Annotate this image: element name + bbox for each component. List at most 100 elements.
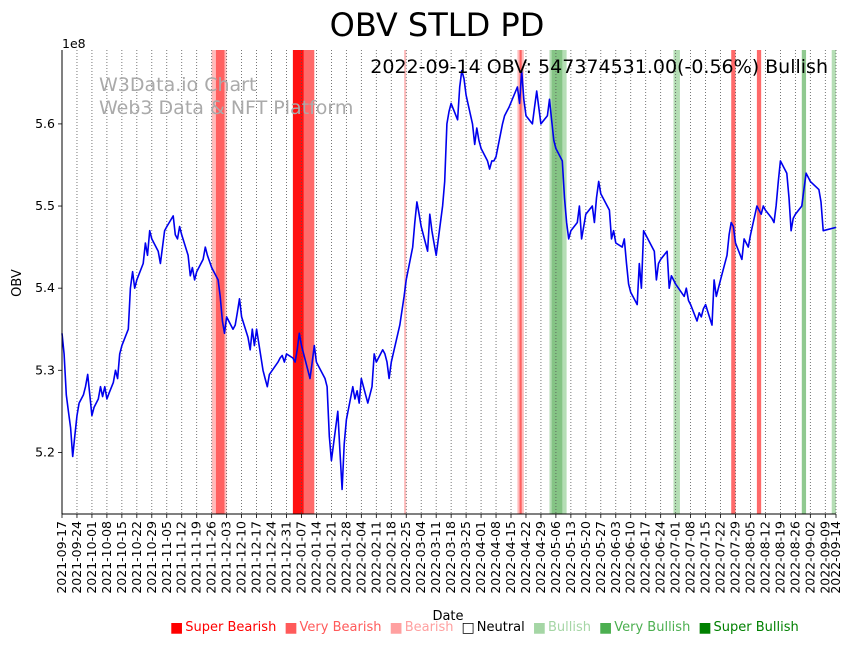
x-tick-label: 2021-11-26 — [204, 521, 219, 594]
x-tick-label: 2022-09-09 — [817, 521, 832, 594]
x-tick-label: 2022-09-14 — [828, 521, 843, 594]
x-tick-label: 2021-12-31 — [279, 521, 294, 594]
x-tick-label: 2022-08-12 — [757, 521, 772, 594]
x-tick-label: 2022-02-04 — [353, 521, 368, 594]
legend-label: Bearish — [404, 620, 454, 635]
x-tick-label: 2021-11-19 — [189, 521, 204, 594]
legend: ■ Super Bearish ■ Very Bearish ■ Bearish □ Neut… — [170, 620, 807, 635]
x-tick-label: 2022-06-17 — [638, 521, 653, 594]
region-super-bearish — [292, 50, 304, 514]
legend-label: Very Bullish — [614, 620, 691, 635]
x-tick-label: 2022-09-02 — [802, 521, 817, 594]
y-tick-label: 5.4 — [35, 280, 55, 295]
x-axis-label: Date — [432, 609, 463, 624]
y-tick-label: 5.6 — [35, 116, 55, 131]
region-very-bearish — [731, 50, 736, 514]
y-tick-label: 5.2 — [35, 444, 55, 459]
legend-item: ■ Super Bearish — [170, 620, 276, 635]
x-tick-label: 2021-12-03 — [219, 521, 234, 594]
chart-subtitle: 2022-09-14 OBV: 547374531.00(-0.56%) Bul… — [370, 56, 828, 78]
x-tick-label: 2022-04-15 — [503, 521, 518, 594]
y-tick-label: 5.5 — [35, 198, 55, 213]
obv-line — [61, 69, 837, 491]
region-very-bearish — [215, 50, 225, 514]
legend-item: ■ Very Bullish — [599, 620, 690, 635]
x-tick-label: 2021-11-12 — [174, 521, 189, 594]
x-tick-label: 2021-09-24 — [69, 521, 84, 594]
x-tick-label: 2022-05-20 — [578, 521, 593, 594]
x-tick-label: 2021-12-17 — [249, 521, 264, 594]
legend-label: Neutral — [476, 620, 525, 635]
legend-swatch-icon: ■ — [284, 619, 298, 636]
x-tick-label: 2022-02-18 — [383, 521, 398, 594]
x-tick-label: 2022-04-01 — [473, 521, 488, 594]
x-tick-label: 2021-10-01 — [84, 521, 99, 594]
x-tick-label: 2022-01-14 — [308, 521, 323, 594]
watermark-line-1: W3Data.io Chart — [99, 74, 256, 96]
x-tick-label: 2021-10-08 — [99, 521, 114, 594]
x-tick-label: 2022-08-26 — [787, 521, 802, 594]
axes: 2021-09-17 2021-09-24 2021-10-01 2021-10-08… — [35, 50, 843, 594]
legend-label: Super Bullish — [713, 620, 799, 635]
region-bullish — [673, 50, 680, 514]
region-very-bullish — [801, 50, 807, 514]
x-tick-label: 2021-12-10 — [234, 521, 249, 594]
x-tick-label: 2022-05-27 — [593, 521, 608, 594]
legend-swatch-icon: □ — [461, 619, 475, 636]
signal-regions — [211, 50, 836, 514]
x-tick-label: 2021-10-15 — [114, 521, 129, 594]
x-tick-label: 2022-03-18 — [443, 521, 458, 594]
x-tick-label: 2022-05-06 — [548, 521, 563, 594]
y-tick-label: 5.3 — [35, 362, 55, 377]
legend-swatch-icon: ■ — [170, 619, 184, 636]
legend-swatch-icon: ■ — [599, 619, 613, 636]
region-very-bullish — [551, 50, 563, 514]
x-tick-label: 2021-12-24 — [264, 521, 279, 594]
y-offset-label: 1e8 — [62, 36, 86, 51]
legend-swatch-icon: ■ — [389, 619, 403, 636]
x-tick-label: 2021-11-05 — [159, 521, 174, 594]
x-tick-label: 2022-08-05 — [742, 521, 757, 594]
x-tick-label: 2022-06-03 — [608, 521, 623, 594]
x-tick-label: 2022-04-29 — [533, 521, 548, 594]
legend-item: □ Neutral — [462, 620, 525, 635]
x-tick-label: 2022-03-11 — [428, 521, 443, 594]
x-tick-label: 2021-10-22 — [129, 521, 144, 594]
legend-item: ■ Super Bullish — [698, 620, 798, 635]
x-tick-label: 2022-04-22 — [518, 521, 533, 594]
x-tick-label: 2022-02-25 — [398, 521, 413, 594]
region-very-bearish — [756, 50, 762, 514]
legend-label: Bullish — [548, 620, 592, 635]
region-bullish — [831, 50, 836, 514]
x-tick-label: 2022-01-07 — [293, 521, 308, 594]
y-axis-label: OBV — [10, 269, 25, 297]
legend-swatch-icon: ■ — [698, 619, 712, 636]
legend-label: Super Bearish — [185, 620, 277, 635]
x-tick-label: 2022-07-29 — [728, 521, 743, 594]
legend-item: ■ Bearish — [389, 620, 453, 635]
x-tick-label: 2022-06-10 — [623, 521, 638, 594]
x-tick-label: 2022-05-13 — [563, 521, 578, 594]
x-tick-label: 2022-01-28 — [338, 521, 353, 594]
x-tick-label: 2022-07-22 — [713, 521, 728, 594]
x-tick-label: 2022-07-15 — [698, 521, 713, 594]
watermark-line-2: Web3 Data & NFT Platform — [99, 97, 353, 119]
x-tick-label: 2022-07-08 — [683, 521, 698, 594]
x-tick-label: 2022-03-25 — [458, 521, 473, 594]
x-tick-label: 2021-10-29 — [144, 521, 159, 594]
x-tick-label: 2021-09-17 — [54, 521, 69, 594]
x-tick-label: 2022-07-01 — [668, 521, 683, 594]
x-tick-label: 2022-08-19 — [772, 521, 787, 594]
x-tick-label: 2022-06-24 — [653, 521, 668, 594]
x-tick-label: 2022-02-11 — [368, 521, 383, 594]
legend-item: ■ Bullish — [533, 620, 591, 635]
watermark: W3Data.io Chart Web3 Data & NFT Platform — [99, 74, 353, 119]
x-tick-label: 2022-03-04 — [413, 521, 428, 594]
x-tick-label: 2022-01-21 — [323, 521, 338, 594]
chart-title: OBV STLD PD — [330, 6, 545, 44]
legend-item: ■ Very Bearish — [284, 620, 381, 635]
x-tick-label: 2022-04-08 — [488, 521, 503, 594]
obv-series — [61, 69, 837, 491]
legend-label: Very Bearish — [299, 620, 382, 635]
